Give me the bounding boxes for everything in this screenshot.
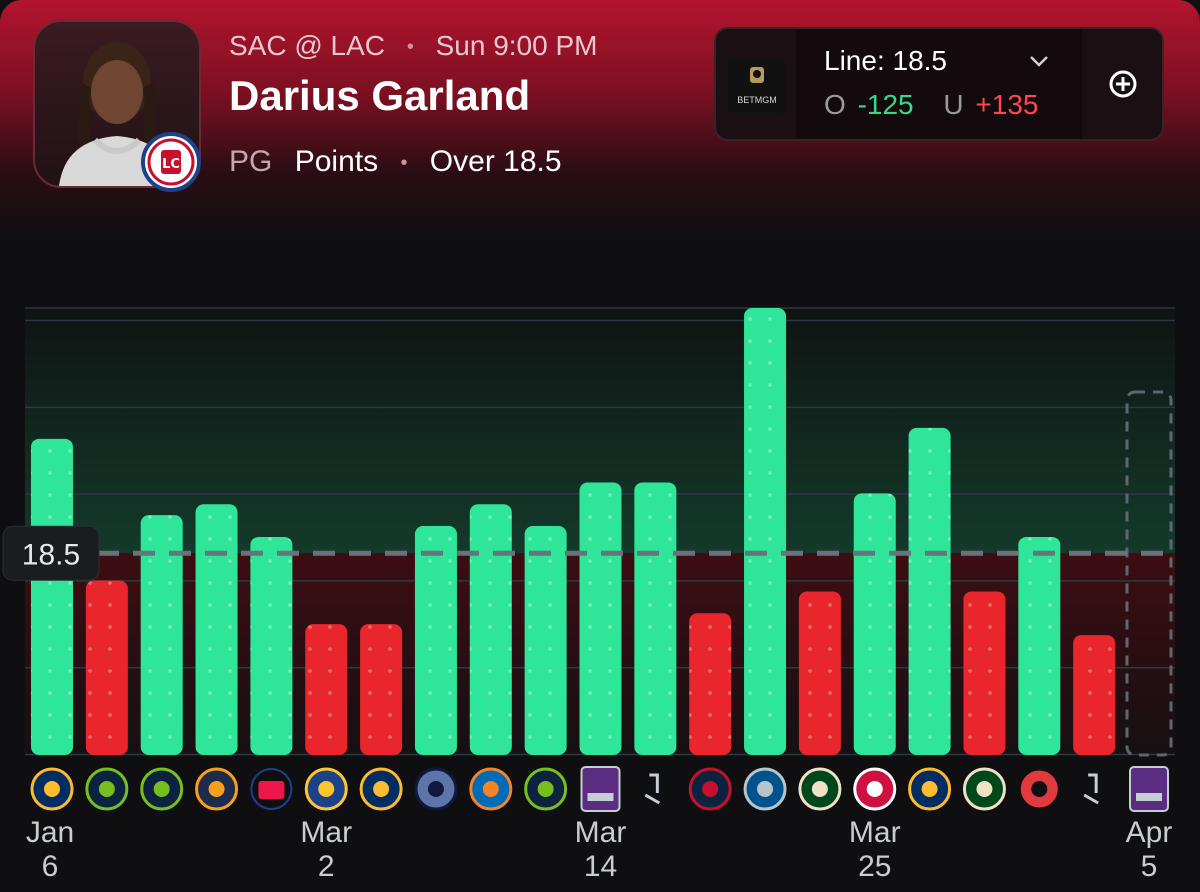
separator-dot: • [406,36,414,59]
bar-texture [634,482,677,755]
stat-type: Points [294,145,379,178]
bar-texture [1073,635,1116,755]
pick-label: Over 18.5 [429,145,562,178]
bar-texture [469,504,512,755]
bar-texture [414,526,457,755]
bar-texture [798,591,841,755]
76ers-logo-icon [250,768,293,810]
x-tick-month: Jan [26,816,74,849]
bar-texture [853,493,896,755]
timberwolves-logo-icon [140,767,184,811]
pacers-logo-icon [359,767,403,811]
grizzlies-logo-icon [414,767,458,811]
game-time: Sun 9:00 PM [435,30,598,61]
pacers-logo-icon [908,767,952,811]
line-value-label: 18.5 [22,538,80,571]
timberwolves-logo-icon [85,767,129,811]
chevron-down-icon[interactable] [1028,53,1050,69]
matchup: SAC @ LAC [229,30,386,61]
bar-texture [908,427,951,755]
pelicans-logo-icon [688,767,732,811]
bar-texture [689,613,732,755]
x-tick-month: Mar [575,816,627,849]
warriors-logo-icon [304,767,348,811]
spurs-logo-icon [1083,773,1099,805]
line-value: Line: 18.5 [824,45,947,76]
bar-texture [195,504,238,755]
bar-texture [85,580,128,755]
over-odds: -125 [857,89,914,120]
timberwolves-logo-icon [524,767,568,811]
bar-texture [305,624,348,755]
sportsbook-name: BETMGM [737,95,777,105]
sportsbook-logo[interactable]: BETMGM [728,59,786,113]
line-selector[interactable]: Line: 18.5 O -125 U +135 [796,29,1082,139]
x-tick-day: 5 [1141,850,1158,883]
kings-logo-icon [1129,766,1169,812]
raptors-logo-icon [853,767,897,811]
odds-panel: BETMGM Line: 18.5 O -125 U +135 [714,27,1164,141]
pacers-logo-icon [30,767,74,811]
spurs-logo-icon [644,773,661,805]
bar-texture [250,536,293,755]
odds-values: O -125 U +135 [824,89,1038,121]
add-circle-icon[interactable] [1108,69,1138,99]
bar-texture [31,438,73,755]
svg-text:LC: LC [162,157,180,172]
over-prefix: O [824,89,846,120]
x-tick-month: Apr [1126,816,1173,849]
trail-blazers-logo-icon [1017,767,1061,811]
under-prefix: U [943,89,964,120]
x-tick-day: 25 [858,850,891,883]
x-tick-month: Mar [300,816,352,849]
bucks-logo-icon [798,767,842,811]
knicks-logo-icon [469,767,513,811]
bar-texture [963,591,1006,755]
header-banner: LC SAC @ LAC • Sun 9:00 PM Darius Garlan… [0,0,1200,240]
betmgm-lion-icon [750,67,764,83]
bucks-logo-icon [962,767,1006,811]
bar-texture [524,526,567,755]
x-tick-month: Mar [849,816,901,849]
player-avatar [33,20,201,188]
kings-logo-icon [580,766,621,812]
under-odds: +135 [975,89,1039,120]
bar-texture [579,482,622,755]
mavericks-logo-icon [743,767,787,811]
x-tick-day: 2 [318,850,335,883]
separator-dot: • [400,151,408,174]
x-tick-day: 6 [42,850,59,883]
bar-texture [744,308,787,755]
jazz-logo-icon [195,767,239,811]
player-name: Darius Garland [229,72,531,119]
team-logo-clippers: LC [141,132,201,192]
prop-info: PG Points • Over 18.5 [229,145,562,179]
player-position: PG [229,145,273,178]
upcoming-game-bar [1125,390,1173,757]
line-value-badge [2,525,100,581]
x-tick-day: 14 [584,850,617,883]
bar-texture [1018,536,1061,755]
bar-texture [360,624,403,755]
bar-texture [140,515,183,755]
game-info: SAC @ LAC • Sun 9:00 PM [229,30,597,62]
